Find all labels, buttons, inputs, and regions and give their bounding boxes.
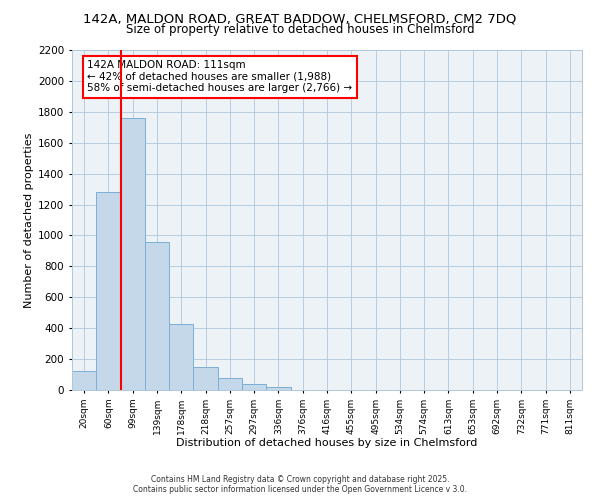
Y-axis label: Number of detached properties: Number of detached properties xyxy=(24,132,34,308)
Text: 142A MALDON ROAD: 111sqm
← 42% of detached houses are smaller (1,988)
58% of sem: 142A MALDON ROAD: 111sqm ← 42% of detach… xyxy=(88,60,352,94)
Text: Size of property relative to detached houses in Chelmsford: Size of property relative to detached ho… xyxy=(125,22,475,36)
Bar xyxy=(121,118,145,390)
Bar xyxy=(72,372,96,390)
Bar xyxy=(96,192,121,390)
Bar xyxy=(169,324,193,390)
Text: 142A, MALDON ROAD, GREAT BADDOW, CHELMSFORD, CM2 7DQ: 142A, MALDON ROAD, GREAT BADDOW, CHELMSF… xyxy=(83,12,517,26)
Text: Contains HM Land Registry data © Crown copyright and database right 2025.
Contai: Contains HM Land Registry data © Crown c… xyxy=(133,474,467,494)
Bar xyxy=(242,384,266,390)
Bar xyxy=(193,367,218,390)
Bar xyxy=(218,378,242,390)
Bar xyxy=(266,387,290,390)
X-axis label: Distribution of detached houses by size in Chelmsford: Distribution of detached houses by size … xyxy=(176,438,478,448)
Bar xyxy=(145,242,169,390)
